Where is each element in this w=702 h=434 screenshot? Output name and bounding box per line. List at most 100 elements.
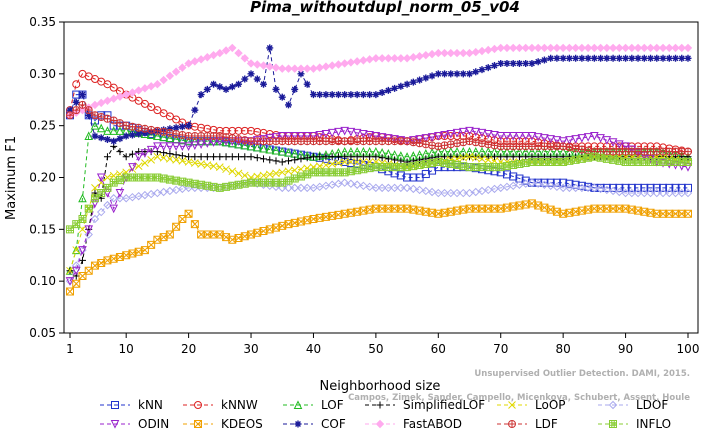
data-point (615, 183, 624, 192)
data-point (78, 91, 86, 99)
data-point (572, 54, 580, 62)
data-point (571, 155, 580, 164)
data-point (590, 54, 598, 62)
data-point (334, 127, 343, 137)
data-point (284, 64, 293, 73)
data-point (341, 91, 349, 99)
data-point (222, 153, 230, 161)
data-point (459, 153, 468, 162)
data-point (128, 163, 137, 172)
data-point (334, 91, 342, 99)
data-point (115, 194, 125, 203)
data-point (347, 91, 355, 99)
legend-item-knnw: kNNW (183, 398, 258, 412)
data-point (327, 128, 337, 138)
legend-label: INFLO (636, 417, 671, 431)
data-point (640, 54, 648, 62)
data-point (215, 163, 224, 171)
data-point (184, 158, 193, 166)
data-point (458, 127, 468, 137)
data-point (465, 126, 474, 136)
data-point (109, 94, 118, 103)
data-point (590, 183, 599, 193)
data-point (515, 132, 524, 141)
data-point (421, 134, 431, 143)
data-point (172, 156, 180, 164)
data-point (371, 132, 381, 141)
legend-item-ldof: LDOF (598, 398, 668, 412)
data-point (546, 135, 555, 144)
data-point (552, 182, 562, 192)
data-point (121, 90, 131, 99)
data-point (565, 183, 574, 193)
data-point (459, 188, 468, 198)
data-point (241, 136, 249, 144)
data-point (122, 153, 130, 161)
x-tick-label: 70 (493, 342, 508, 356)
data-point (371, 54, 381, 63)
data-point (190, 122, 199, 131)
series-line (69, 156, 689, 271)
data-point (128, 123, 136, 131)
data-point (359, 181, 368, 191)
data-point (265, 144, 275, 154)
data-point (559, 153, 567, 161)
data-point (477, 128, 487, 138)
data-point (166, 129, 174, 137)
data-point (228, 167, 237, 176)
data-point (116, 119, 124, 127)
data-point (446, 188, 455, 198)
data-point (434, 142, 442, 150)
data-point (90, 214, 100, 224)
data-point (253, 75, 261, 83)
data-point (153, 173, 162, 182)
data-point (72, 98, 80, 106)
data-point (415, 52, 424, 61)
data-point (66, 266, 74, 275)
data-point (266, 44, 274, 52)
data-point (422, 155, 430, 163)
data-point (203, 161, 212, 169)
data-point (97, 189, 106, 198)
data-point (184, 178, 193, 187)
data-point (228, 83, 236, 91)
data-point (534, 153, 542, 161)
data-point (72, 279, 81, 288)
data-point (328, 153, 336, 161)
data-point (440, 158, 449, 167)
data-point (172, 130, 180, 138)
y-tick-label: 0.05 (29, 326, 56, 340)
data-point (234, 139, 243, 149)
data-point (197, 153, 205, 161)
data-point (565, 43, 574, 53)
x-tick-label: 40 (306, 342, 321, 356)
data-point (434, 48, 443, 58)
data-point (359, 56, 368, 65)
data-point (421, 160, 430, 169)
legend-marker (194, 401, 202, 409)
data-point (409, 136, 418, 145)
data-point (671, 183, 680, 192)
data-point (372, 91, 380, 99)
data-point (228, 153, 236, 161)
data-point (228, 43, 237, 53)
data-point (441, 70, 449, 78)
data-point (509, 59, 517, 67)
legend-item-odin: ODIN (100, 417, 169, 431)
data-point (627, 145, 637, 155)
data-point (371, 183, 381, 193)
data-point (110, 116, 118, 124)
data-point (334, 159, 343, 167)
data-point (640, 183, 649, 192)
data-point (378, 88, 386, 96)
data-point (633, 43, 643, 53)
data-point (472, 153, 480, 161)
data-point (203, 181, 212, 190)
data-point (78, 214, 87, 223)
data-point (484, 153, 492, 161)
x-tick-label: 100 (677, 342, 700, 356)
data-point (583, 133, 593, 142)
data-point (185, 122, 193, 130)
data-point (521, 176, 530, 185)
data-point (165, 142, 175, 152)
